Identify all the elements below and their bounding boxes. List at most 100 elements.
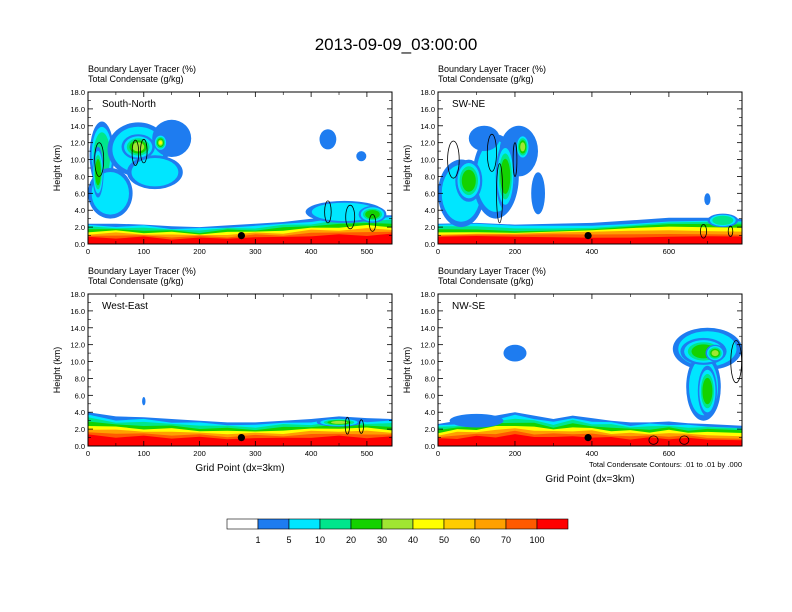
y-tick-label: 0.0	[425, 240, 435, 249]
x-tick-label: 200	[193, 247, 206, 256]
plume-level	[142, 397, 146, 406]
condensate-contour	[447, 140, 460, 179]
y-tick-label: 14.0	[420, 324, 435, 333]
y-tick-label: 18.0	[420, 88, 435, 97]
x-tick-label: 200	[193, 449, 206, 458]
y-tick-label: 8.0	[75, 374, 85, 383]
panel-subtitle-condensate: Total Condensate (g/kg)	[438, 276, 534, 286]
condensate-contour	[648, 435, 659, 445]
plume-level	[531, 172, 545, 215]
tracer-plume	[449, 413, 504, 428]
contour-note: Total Condensate Contours: .01 to .01 by…	[589, 460, 742, 469]
tracer-plume	[316, 418, 362, 427]
location-marker	[237, 232, 245, 240]
tracer-plume	[153, 134, 168, 152]
y-tick-label: 10.0	[420, 156, 435, 165]
y-tick-label: 4.0	[425, 206, 435, 215]
panel-subtitle-condensate: Total Condensate (g/kg)	[88, 276, 184, 286]
plume-level	[131, 158, 179, 187]
panel-subtitle-tracer: Boundary Layer Tracer (%)	[438, 266, 546, 276]
colorbar-swatch	[412, 518, 445, 530]
y-axis-label: Height (km)	[52, 347, 62, 394]
figure-title: 2013-09-09_03:00:00	[315, 35, 478, 54]
y-tick-label: 6.0	[75, 189, 85, 198]
colorbar-swatch	[381, 518, 414, 530]
condensate-contour	[358, 419, 364, 434]
x-tick-label: 100	[138, 247, 151, 256]
colorbar-swatch	[474, 518, 507, 530]
condensate-contour	[679, 435, 690, 445]
x-tick-label: 600	[663, 247, 676, 256]
plume-level	[356, 151, 367, 162]
plume-level	[461, 169, 476, 192]
x-tick-label: 400	[305, 247, 318, 256]
colorbar-swatch	[536, 518, 569, 530]
plume-level	[95, 159, 101, 186]
boundary-layer-band	[438, 236, 742, 244]
y-tick-label: 16.0	[420, 105, 435, 114]
plume-level	[520, 142, 526, 152]
plume-level	[159, 141, 162, 145]
x-tick-label: 500	[361, 449, 374, 458]
panel-label: West-East	[102, 301, 148, 312]
y-tick-label: 6.0	[425, 391, 435, 400]
x-axis-label: Grid Point (dx=3km)	[195, 463, 284, 474]
colorbar-label: 30	[377, 535, 387, 545]
colorbar-label: 20	[346, 535, 356, 545]
plume-level	[704, 193, 711, 206]
condensate-contour	[496, 163, 504, 224]
x-tick-label: 400	[586, 247, 599, 256]
y-tick-label: 12.0	[70, 341, 85, 350]
x-tick-label: 500	[361, 247, 374, 256]
y-tick-label: 2.0	[75, 223, 85, 232]
colorbar-label: 70	[501, 535, 511, 545]
condensate-contour	[131, 139, 140, 166]
colorbar-label: 1	[255, 535, 260, 545]
x-tick-label: 400	[586, 449, 599, 458]
y-tick-label: 16.0	[70, 307, 85, 316]
y-tick-label: 4.0	[425, 408, 435, 417]
panel-field	[438, 92, 742, 244]
colorbar-swatch	[319, 518, 352, 530]
y-tick-label: 10.0	[70, 358, 85, 367]
condensate-contour	[700, 224, 708, 239]
panel-subtitle-condensate: Total Condensate (g/kg)	[88, 74, 184, 84]
x-tick-label: 200	[509, 449, 522, 458]
y-tick-label: 6.0	[75, 391, 85, 400]
condensate-contour	[727, 225, 734, 237]
colorbar-swatch	[288, 518, 321, 530]
y-tick-label: 10.0	[70, 156, 85, 165]
panel-west-east: Boundary Layer Tracer (%)Total Condensat…	[52, 266, 393, 474]
y-tick-label: 18.0	[70, 88, 85, 97]
colorbar-label: 100	[529, 535, 544, 545]
y-tick-label: 18.0	[70, 290, 85, 299]
plume-level	[319, 129, 337, 150]
condensate-contour	[368, 214, 377, 232]
condensate-contour	[345, 204, 356, 230]
y-tick-label: 0.0	[75, 240, 85, 249]
panel-label: South-North	[102, 99, 156, 110]
y-tick-label: 2.0	[425, 223, 435, 232]
x-tick-label: 300	[249, 449, 262, 458]
y-axis-label: Height (km)	[402, 347, 412, 394]
x-tick-label: 200	[509, 247, 522, 256]
y-tick-label: 8.0	[425, 374, 435, 383]
plume-level	[449, 413, 504, 428]
panel-field	[438, 294, 742, 446]
y-tick-label: 12.0	[420, 341, 435, 350]
tracer-plume	[531, 172, 545, 215]
tracer-plume	[704, 193, 711, 206]
plume-level	[702, 377, 713, 405]
x-tick-label: 300	[249, 247, 262, 256]
panel-label: NW-SE	[452, 301, 485, 312]
x-tick-label: 600	[663, 449, 676, 458]
tracer-plume	[503, 344, 527, 362]
tracer-plume	[455, 159, 483, 202]
colorbar-label: 60	[470, 535, 480, 545]
panel-south-north: Boundary Layer Tracer (%)Total Condensat…	[52, 64, 393, 256]
location-marker	[237, 434, 245, 442]
y-tick-label: 16.0	[70, 105, 85, 114]
y-tick-label: 8.0	[75, 172, 85, 181]
panel-subtitle-tracer: Boundary Layer Tracer (%)	[88, 64, 196, 74]
x-tick-label: 0	[86, 449, 90, 458]
